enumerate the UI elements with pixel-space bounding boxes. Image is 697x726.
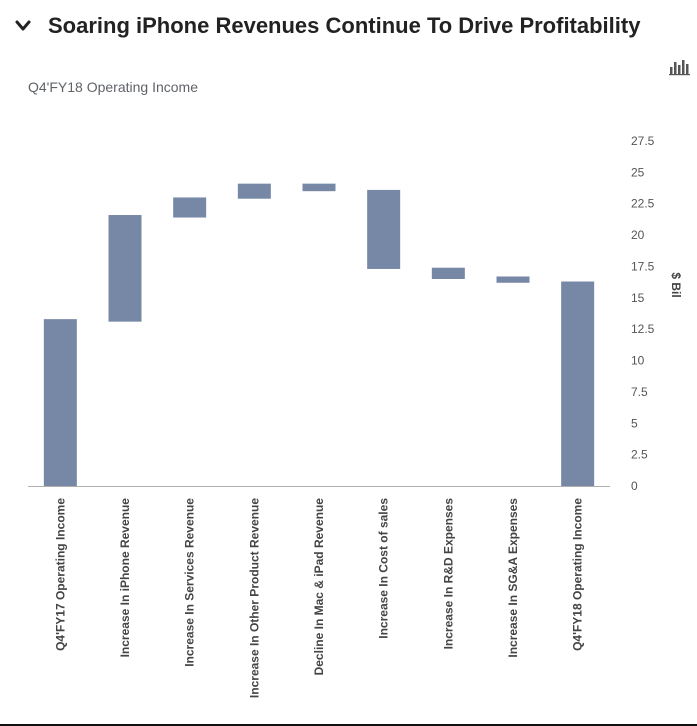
y-tick-label: 20 xyxy=(631,228,645,242)
y-tick-label: 27.5 xyxy=(631,134,655,148)
bar-3[interactable] xyxy=(237,183,271,199)
x-tick-label: Increase In Cost of sales xyxy=(377,498,391,639)
y-tick-label: 5 xyxy=(631,416,638,430)
x-tick-label: Increase In R&D Expenses xyxy=(441,498,455,650)
y-tick-label: 2.5 xyxy=(631,448,648,462)
chart-header: Soaring iPhone Revenues Continue To Driv… xyxy=(10,8,690,44)
x-tick-label: Increase In Other Product Revenue xyxy=(247,498,261,698)
y-tick-label: 22.5 xyxy=(631,197,655,211)
y-tick-label: 12.5 xyxy=(631,322,655,336)
bar-chart-icon[interactable] xyxy=(668,58,692,76)
bar-8[interactable] xyxy=(561,281,595,486)
bar-7[interactable] xyxy=(496,276,530,283)
bar-2[interactable] xyxy=(173,197,207,218)
bar-5[interactable] xyxy=(367,189,401,269)
chart-subtitle: Q4'FY18 Operating Income xyxy=(28,79,198,95)
bar-6[interactable] xyxy=(431,267,465,279)
y-tick-label: 0 xyxy=(631,479,638,493)
x-tick-label: Q4'FY17 Operating Income xyxy=(53,498,67,651)
y-axis-label: $ Bil xyxy=(669,272,683,297)
bar-4[interactable] xyxy=(302,183,336,192)
x-tick-label: Q4'FY18 Operating Income xyxy=(571,498,585,651)
x-tick-label: Increase In iPhone Revenue xyxy=(118,498,132,658)
x-tick-label: Increase In Services Revenue xyxy=(183,498,197,667)
bar-1[interactable] xyxy=(108,215,142,322)
y-tick-label: 10 xyxy=(631,354,645,368)
bar-0[interactable] xyxy=(43,319,77,486)
y-tick-label: 25 xyxy=(631,165,645,179)
y-tick-label: 7.5 xyxy=(631,385,648,399)
y-tick-label: 17.5 xyxy=(631,259,655,273)
page-title: Soaring iPhone Revenues Continue To Driv… xyxy=(48,13,641,38)
chevron-down-icon[interactable] xyxy=(10,13,36,39)
x-tick-label: Decline In Mac & iPad Revenue xyxy=(312,498,326,676)
x-tick-label: Increase In SG&A Expenses xyxy=(506,498,520,658)
bottom-divider xyxy=(0,724,697,726)
y-tick-label: 15 xyxy=(631,291,645,305)
